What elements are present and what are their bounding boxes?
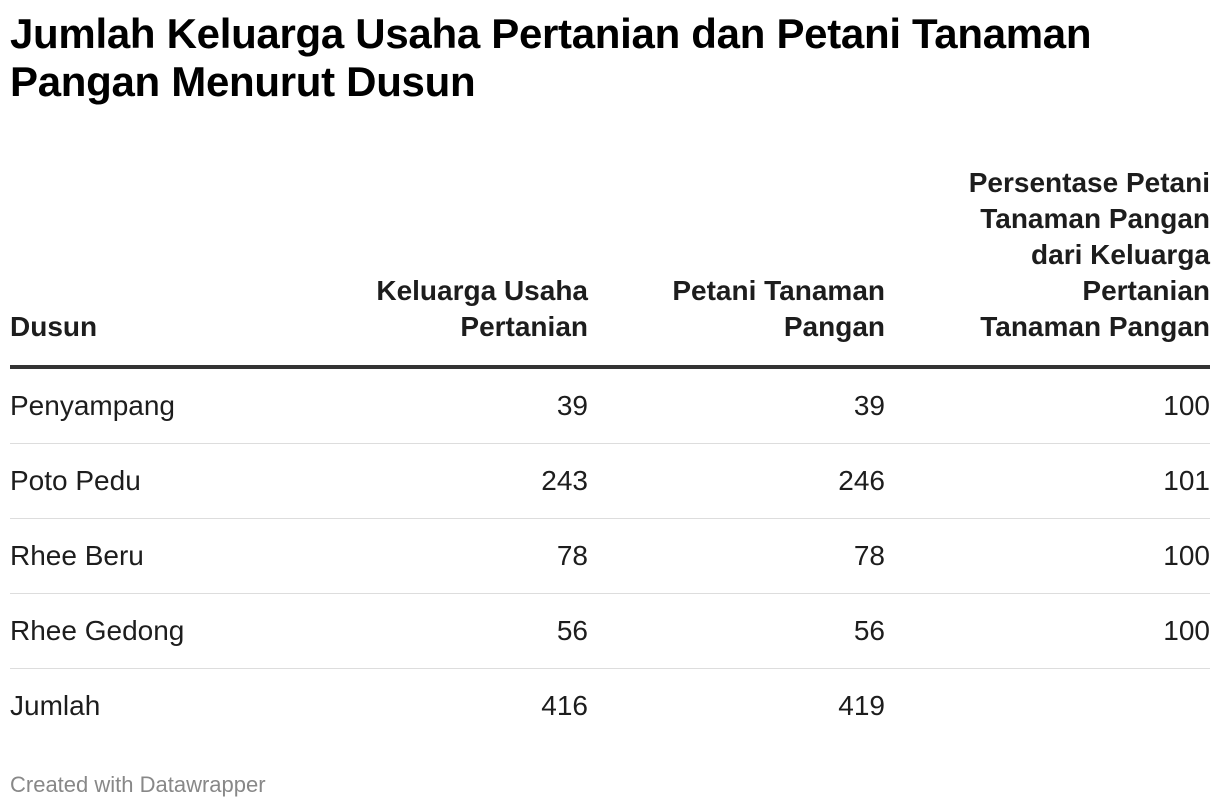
table-cell-dusun: Poto Pedu — [10, 443, 310, 519]
column-header-line: Dusun — [10, 311, 98, 342]
column-header-line: Pertanian — [460, 311, 588, 342]
table-row: Rhee Beru 78 78 100 — [10, 518, 1210, 594]
table-cell-persentase: 100 — [885, 367, 1210, 444]
table-cell-dusun: Rhee Beru — [10, 518, 310, 594]
column-header-line: Pertanian — [1082, 275, 1210, 306]
table-cell-dusun: Penyampang — [10, 367, 310, 444]
column-header-line: Persentase Petani — [968, 167, 1210, 198]
column-header-persentase[interactable]: Persentase Petani Tanaman Pangan dari Ke… — [885, 165, 1210, 369]
table-cell-keluarga: 39 — [310, 367, 588, 444]
table-row: Rhee Gedong 56 56 100 — [10, 593, 1210, 669]
column-header-line: Keluarga Usaha — [376, 275, 588, 306]
table-header-row: Dusun Keluarga Usaha Pertanian Petani Ta… — [10, 165, 1210, 369]
column-header-line: Tanaman Pangan — [980, 311, 1210, 342]
data-table: Dusun Keluarga Usaha Pertanian Petani Ta… — [10, 165, 1210, 743]
table-row: Poto Pedu 243 246 101 — [10, 443, 1210, 519]
chart-title-line: Jumlah Keluarga Usaha Pertanian dan Peta… — [10, 10, 1092, 57]
table-cell-dusun: Jumlah — [10, 689, 101, 721]
table-cell-petani: 56 — [588, 593, 885, 669]
column-header-line: Tanaman Pangan — [980, 203, 1210, 234]
footer-credit[interactable]: Created with Datawrapper — [10, 772, 266, 797]
table-cell-keluarga: 416 — [541, 689, 588, 721]
chart-title-line: Pangan Menurut Dusun — [10, 58, 476, 105]
column-header-line: Petani Tanaman — [672, 275, 885, 306]
table-row: Penyampang 39 39 100 — [10, 367, 1210, 444]
table-cell-petani: 39 — [588, 367, 885, 444]
chart-title: Jumlah Keluarga Usaha Pertanian dan Peta… — [10, 10, 1210, 106]
table-row-total: Jumlah 416 419 — [10, 669, 1210, 744]
table-cell-keluarga: 78 — [310, 518, 588, 594]
column-header-dusun[interactable]: Dusun — [10, 165, 310, 369]
column-header-line: dari Keluarga — [1031, 239, 1210, 270]
table-cell-dusun: Rhee Gedong — [10, 593, 310, 669]
table-cell-petani: 246 — [588, 443, 885, 519]
table-cell-persentase: 101 — [885, 443, 1210, 519]
table-cell-persentase: 100 — [885, 593, 1210, 669]
table-cell-keluarga: 243 — [310, 443, 588, 519]
column-header-petani-tanaman-pangan[interactable]: Petani Tanaman Pangan — [588, 165, 885, 369]
column-header-keluarga-usaha-pertanian[interactable]: Keluarga Usaha Pertanian — [310, 165, 588, 369]
table-cell-persentase — [885, 669, 1210, 744]
table-cell-petani: 78 — [588, 518, 885, 594]
table-cell-keluarga: 56 — [310, 593, 588, 669]
table-cell-petani: 419 — [838, 689, 885, 721]
table-cell-persentase: 100 — [885, 518, 1210, 594]
column-header-line: Pangan — [783, 311, 885, 342]
